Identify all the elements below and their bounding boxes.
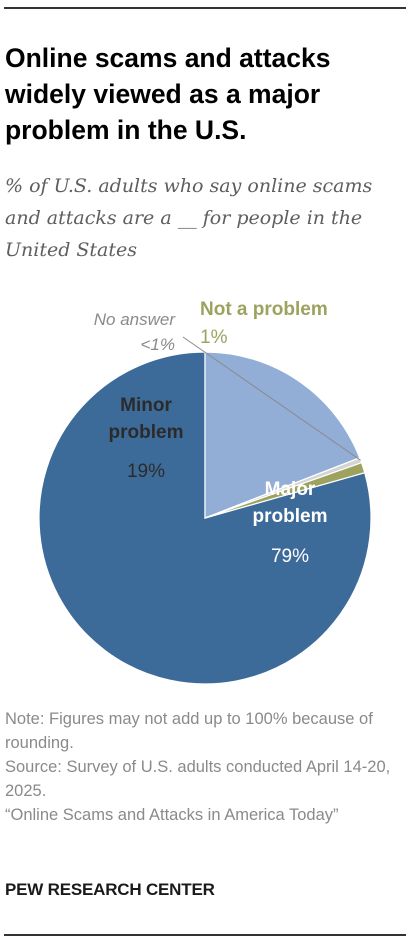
slice-value-not-a-problem: 1%: [200, 327, 228, 348]
pie-labels: Major problem 79% Minor problem 19% No answer <…: [94, 299, 361, 567]
slice-label-minor: problem: [109, 422, 184, 443]
slice-label-no-answer: No answer: [94, 310, 177, 329]
pie-slice-not-a-problem: [204, 461, 366, 519]
slice-value-no-answer: <1%: [141, 335, 176, 354]
notes-block: Note: Figures may not add up to 100% bec…: [5, 707, 405, 827]
leader-line-no-answer: [182, 336, 361, 461]
pie-slice-minor-problem: [204, 351, 361, 519]
source-text: Source: Survey of U.S. adults conducted …: [5, 758, 391, 800]
slice-value-major: 79%: [271, 546, 309, 567]
chart-subtitle: % of U.S. adults who say online scams an…: [5, 175, 373, 261]
pie-slices: [38, 351, 372, 685]
report-title: “Online Scams and Attacks in America Tod…: [5, 806, 339, 824]
chart-title: Online scams and attacks widely viewed a…: [5, 43, 331, 145]
slice-value-minor: 19%: [127, 461, 165, 482]
brand-logo-text: PEW RESEARCH CENTER: [5, 880, 215, 899]
note-text: Note: Figures may not add up to 100% bec…: [5, 710, 373, 752]
pie-chart: Major problem 79% Minor problem 19% No answer <…: [38, 299, 372, 685]
slice-label-major: problem: [253, 506, 328, 527]
bottom-rule: [4, 934, 406, 936]
slice-label-major: Major: [265, 479, 316, 500]
slice-label-minor: Minor: [120, 395, 172, 416]
top-rule: [4, 7, 406, 9]
slice-label-not-a-problem: Not a problem: [200, 299, 328, 320]
